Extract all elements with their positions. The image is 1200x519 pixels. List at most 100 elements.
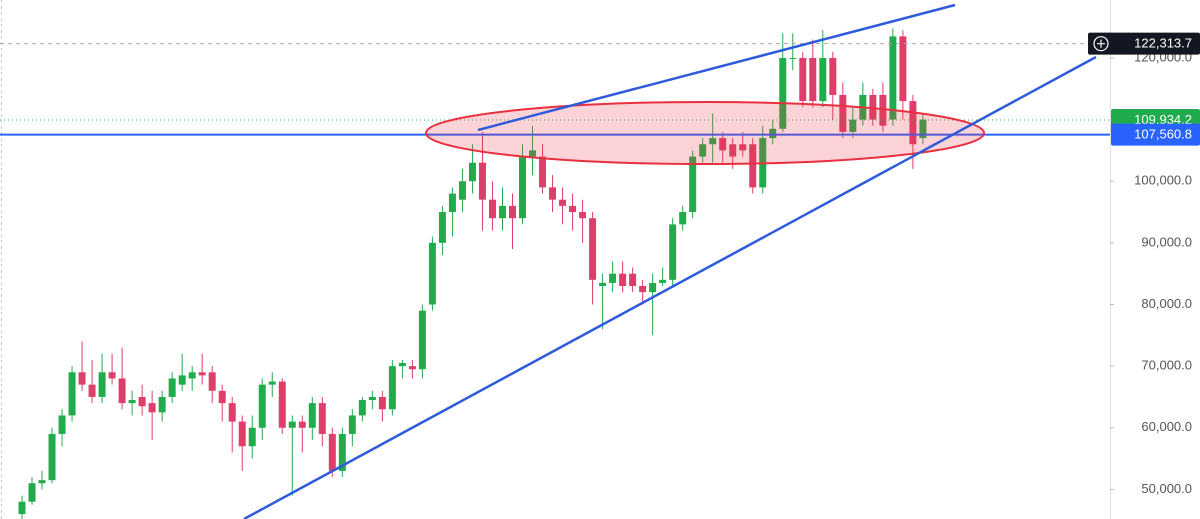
price-label: 107,560.8 (1134, 127, 1192, 142)
candle-body (88, 384, 96, 397)
candle-body (889, 36, 897, 120)
y-tick-label: 100,000.0 (1134, 173, 1192, 188)
candle-body (38, 480, 46, 484)
y-tick-label: 90,000.0 (1141, 234, 1192, 249)
candle-body (378, 396, 386, 410)
candle-body (609, 273, 617, 283)
candle-body (679, 212, 687, 225)
candle-body (298, 421, 306, 428)
candle-body (619, 273, 627, 287)
candle-body (458, 181, 466, 200)
candle-body (559, 199, 567, 206)
candle-body (418, 310, 426, 370)
candle-body (849, 119, 857, 132)
candle-body (839, 94, 847, 132)
candle-body (278, 381, 286, 428)
candle-body (78, 372, 86, 385)
highlight-ellipse (425, 101, 985, 165)
candle-body (108, 372, 116, 379)
candle-body (879, 94, 887, 126)
candle-body (338, 433, 346, 471)
candle-body (649, 282, 657, 293)
candle-body (749, 144, 757, 188)
candle-body (48, 433, 56, 481)
candle-body (98, 372, 106, 397)
drawings (243, 3, 1097, 519)
candle-body (128, 400, 136, 404)
candle-body (368, 396, 376, 401)
candle-body (829, 57, 837, 95)
candle-body (398, 363, 406, 367)
candle-body (539, 156, 547, 188)
candle-body (148, 403, 156, 413)
candle-body (228, 403, 236, 422)
price-label-box (1111, 123, 1200, 146)
candle-body (258, 384, 266, 428)
candle-body (68, 372, 76, 416)
candle-body (809, 57, 817, 102)
candle-body (448, 193, 456, 213)
candle-body (318, 403, 326, 434)
candle-body (789, 57, 797, 59)
candle-body (639, 286, 647, 293)
candle-body (168, 378, 176, 397)
candle-body (308, 403, 316, 428)
candle-body (118, 378, 126, 404)
candle-body (428, 242, 436, 305)
candle-body (589, 218, 597, 280)
candle-body (208, 372, 216, 391)
price-label: 109,934.2 (1134, 112, 1192, 127)
trend-line-upper (477, 3, 956, 132)
candle-body (358, 400, 366, 416)
candle-body (478, 162, 486, 200)
candle-body (549, 187, 557, 200)
price-label-box (1088, 32, 1200, 55)
candle-body (659, 279, 667, 283)
candle-body (799, 57, 807, 102)
trend-line-lower (243, 55, 1097, 519)
candle-body (779, 57, 787, 129)
candle-body (138, 396, 146, 407)
candle-body (819, 57, 827, 102)
candle-body (158, 396, 166, 413)
candle-body (529, 150, 537, 157)
candle-body (488, 199, 496, 219)
candle-body (468, 162, 476, 182)
candle-body (899, 36, 907, 102)
candle-body (769, 128, 777, 139)
candle-body (689, 156, 697, 213)
price-axis: 50,000.0 60,000.0 70,000.0 80,000.0 90,000.0… (1088, 32, 1200, 496)
candle-body (629, 273, 637, 287)
y-tick-label: 60,000.0 (1141, 419, 1192, 434)
add-icon (1093, 36, 1109, 52)
candle-body (178, 375, 186, 385)
candle-body (719, 138, 727, 151)
candle-body (188, 372, 196, 379)
candle-body (569, 205, 577, 213)
candle-body (508, 205, 516, 219)
candle-body (519, 156, 526, 219)
candle-body (699, 144, 707, 157)
price-label: 122,313.7 (1134, 36, 1192, 51)
candle-body (328, 433, 336, 471)
candle-body (28, 483, 36, 502)
candle-body (268, 381, 276, 385)
add-icon-plus (1097, 39, 1105, 48)
candle-body (729, 144, 737, 157)
candle-body (438, 212, 446, 243)
candle-body (498, 205, 506, 219)
candle-body (218, 390, 226, 404)
candle-body (579, 212, 587, 219)
candle-body (388, 366, 396, 410)
candle-body (919, 119, 927, 139)
candle-body (709, 138, 717, 145)
candle-body (909, 101, 917, 145)
candle-body (599, 282, 607, 287)
candle-body (408, 366, 416, 370)
candle-body (58, 415, 66, 434)
candle-body (248, 427, 256, 447)
candle-body (348, 415, 356, 434)
candle-body (18, 501, 26, 515)
candle-body (669, 224, 677, 280)
candle-body (739, 144, 747, 151)
